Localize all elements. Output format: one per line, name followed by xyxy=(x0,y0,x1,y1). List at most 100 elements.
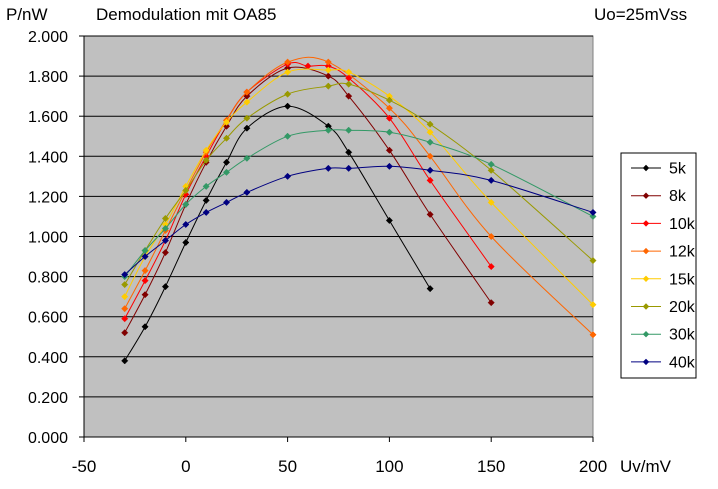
y-tick-label: 1.800 xyxy=(28,69,68,86)
data-point-40k xyxy=(385,162,393,170)
data-point-5k xyxy=(182,238,190,247)
x-tick-label: 50 xyxy=(278,457,297,476)
data-point-12k xyxy=(324,58,332,66)
data-point-15k xyxy=(243,98,251,106)
axes xyxy=(79,35,594,442)
series-30k xyxy=(121,126,597,281)
data-point-12k xyxy=(121,305,129,313)
data-point-15k xyxy=(345,68,353,76)
data-point-20k xyxy=(345,80,353,88)
y-tick-label: 0.200 xyxy=(28,390,68,407)
legend-label-15k: 15k xyxy=(669,271,696,288)
data-point-5k xyxy=(222,158,231,166)
data-point-12k xyxy=(243,88,251,96)
series-20k xyxy=(121,80,597,289)
data-point-20k xyxy=(385,96,393,104)
data-point-15k xyxy=(487,198,495,206)
legend-label-40k: 40k xyxy=(669,354,696,371)
data-point-15k xyxy=(426,128,434,136)
data-point-8k xyxy=(141,291,149,299)
y-tick-label: 2.000 xyxy=(28,29,68,46)
y-tick-labels: 0.000 0.200 0.400 0.600 0.800 1.000 1.200 1.400… xyxy=(28,29,68,447)
x-tick-label: 0 xyxy=(181,457,190,476)
legend-label-20k: 20k xyxy=(669,299,696,316)
data-point-30k xyxy=(161,224,169,233)
data-point-10k xyxy=(141,277,149,285)
data-point-30k xyxy=(182,200,190,208)
data-point-8k xyxy=(324,72,332,80)
data-point-20k xyxy=(202,156,210,164)
data-point-40k xyxy=(426,166,434,174)
data-point-20k xyxy=(324,82,332,90)
data-point-20k xyxy=(161,214,169,223)
x-tick-label: 200 xyxy=(579,457,607,476)
series-40k xyxy=(121,162,597,279)
data-point-5k xyxy=(426,285,434,293)
data-point-40k xyxy=(345,164,353,172)
legend-marker-10k xyxy=(642,220,650,227)
data-point-40k xyxy=(121,271,129,279)
legend-marker-8k xyxy=(642,192,650,199)
data-point-12k xyxy=(141,267,149,275)
data-point-40k xyxy=(222,198,231,206)
legend-marker-30k xyxy=(642,331,650,338)
x-tick-label: 100 xyxy=(375,457,403,476)
legend-label-5k: 5k xyxy=(669,161,687,178)
series-15k xyxy=(121,66,597,309)
data-point-30k xyxy=(222,168,231,176)
data-point-5k xyxy=(345,148,353,156)
y-tick-label: 1.600 xyxy=(28,109,68,126)
series-line-15k xyxy=(124,68,594,306)
legend: 5k 8k 10k 12k 15k 20k 30k 40k xyxy=(620,152,697,379)
chart-subtitle: Uo=25mVss xyxy=(594,5,687,24)
data-point-40k xyxy=(182,220,190,229)
data-point-30k xyxy=(589,212,597,221)
data-point-20k xyxy=(284,90,292,98)
data-point-12k xyxy=(487,232,495,241)
y-tick-label: 0.000 xyxy=(28,430,68,447)
data-point-15k xyxy=(284,68,292,76)
data-point-15k xyxy=(589,301,597,309)
series-group xyxy=(121,56,597,365)
data-point-30k xyxy=(345,126,353,134)
data-point-40k xyxy=(202,208,210,216)
x-tick-label: -50 xyxy=(72,457,97,476)
data-point-30k xyxy=(426,138,434,146)
data-point-5k xyxy=(121,357,129,365)
data-point-20k xyxy=(243,114,251,122)
legend-marker-5k xyxy=(642,164,650,172)
data-point-40k xyxy=(487,176,495,184)
data-point-30k xyxy=(487,160,495,168)
data-point-10k xyxy=(121,315,129,323)
data-point-20k xyxy=(589,257,597,265)
data-point-5k xyxy=(385,216,393,225)
data-point-8k xyxy=(121,329,129,337)
data-point-5k xyxy=(243,124,251,132)
chart-title: Demodulation mit OA85 xyxy=(96,5,276,24)
data-point-30k xyxy=(284,132,292,140)
data-point-15k xyxy=(222,118,231,126)
x-tick-labels: -50 0 50 100 150 200 xyxy=(72,457,607,476)
data-point-10k xyxy=(426,176,434,184)
data-point-8k xyxy=(385,146,393,154)
data-point-15k xyxy=(202,146,210,154)
data-point-12k xyxy=(426,152,434,160)
legend-marker-40k xyxy=(642,358,650,366)
data-point-30k xyxy=(385,128,393,136)
data-point-8k xyxy=(345,92,353,100)
data-point-40k xyxy=(284,172,292,180)
legend-label-10k: 10k xyxy=(669,216,696,233)
data-point-12k xyxy=(284,58,292,66)
data-point-8k xyxy=(426,210,434,218)
x-axis-label: Uv/mV xyxy=(620,457,672,476)
legend-label-30k: 30k xyxy=(669,327,696,344)
data-point-8k xyxy=(487,299,495,307)
data-point-10k xyxy=(385,114,393,122)
data-point-20k xyxy=(426,120,434,128)
data-point-40k xyxy=(324,164,332,172)
legend-marker-12k xyxy=(642,247,650,255)
y-tick-label: 1.200 xyxy=(28,189,68,206)
series-line-20k xyxy=(124,82,594,285)
data-point-40k xyxy=(589,208,597,216)
